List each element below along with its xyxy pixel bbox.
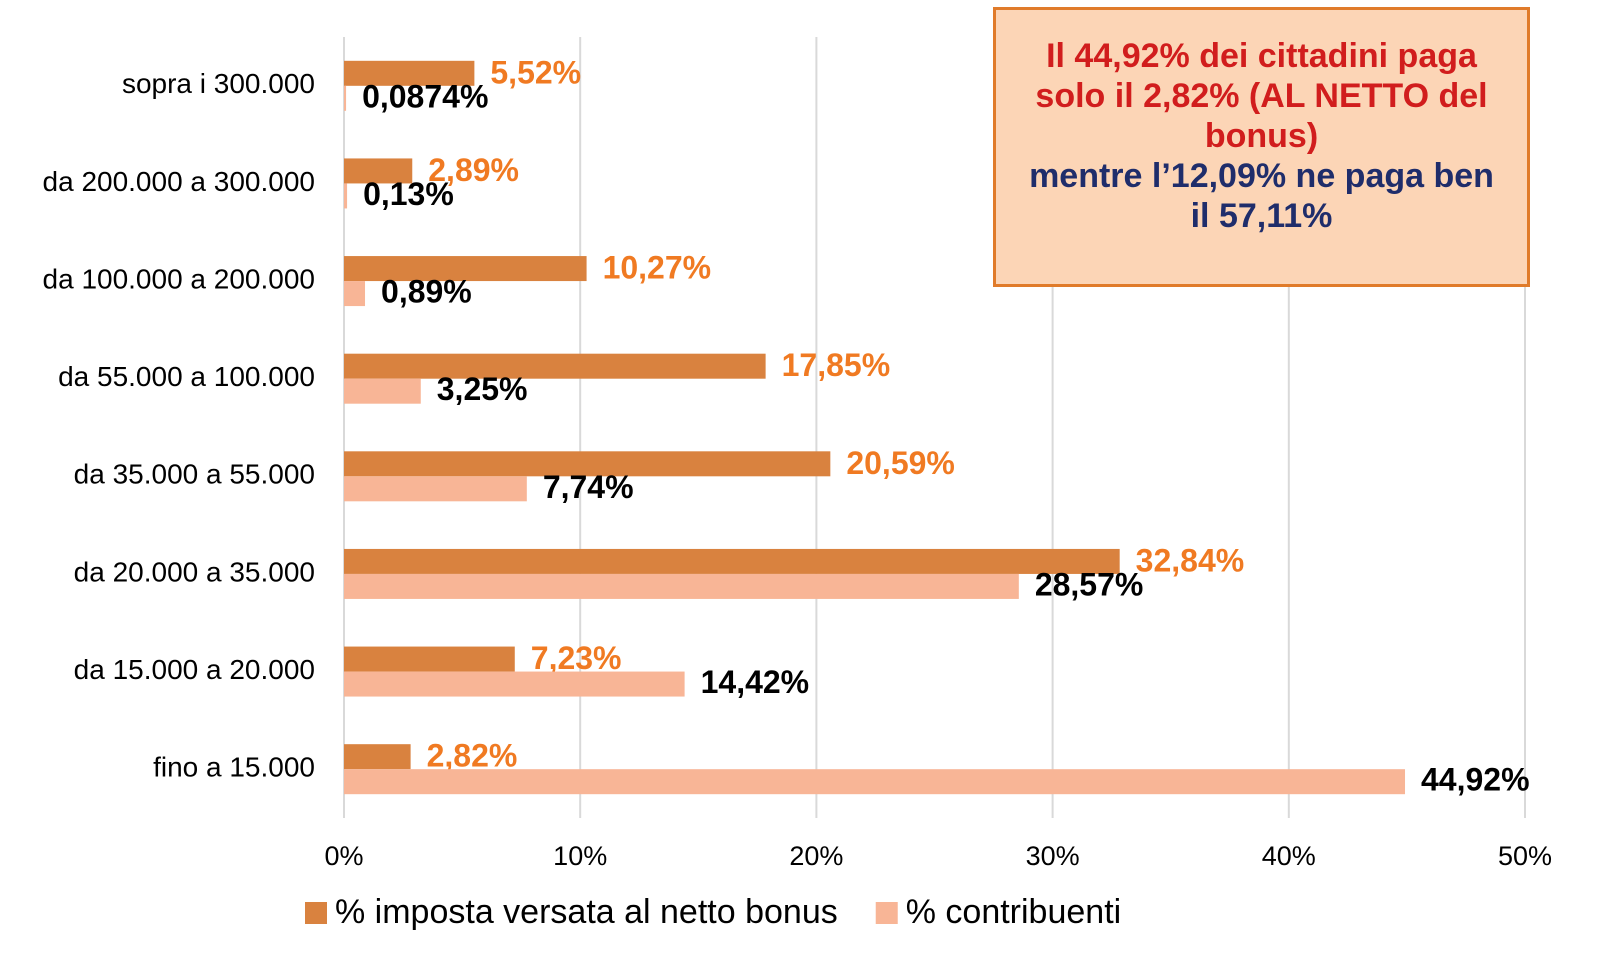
legend-swatch [305,902,327,924]
x-tick-label: 40% [1262,841,1316,871]
y-tick-label: da 35.000 a 55.000 [74,459,315,490]
bar [344,158,413,184]
bar [344,744,411,770]
y-tick-label: da 200.000 a 300.000 [43,166,315,197]
bar [344,85,347,111]
value-label: 14,42% [701,664,810,700]
annotation-blue: mentre l’12,09% ne paga ben il 57,11% [1029,157,1494,235]
bar [344,451,831,477]
bar [344,183,348,209]
value-label: 5,52% [490,54,581,90]
bar [344,573,1019,599]
value-label: 2,82% [427,738,518,774]
bar [344,378,421,404]
bar [344,769,1406,795]
value-label: 17,85% [782,347,891,383]
value-label: 0,0874% [362,78,488,114]
bar [344,548,1120,574]
value-label: 20,59% [846,445,955,481]
y-tick-label: sopra i 300.000 [122,68,315,99]
y-tick-label: da 20.000 a 35.000 [74,556,315,587]
x-tick-label: 50% [1498,841,1552,871]
annotation-box: Il 44,92% dei cittadini paga solo il 2,8… [993,7,1530,287]
bar [344,476,527,502]
annotation-red: Il 44,92% dei cittadini paga solo il 2,8… [1035,37,1488,155]
x-tick-label: 30% [1026,841,1080,871]
x-tick-label: 10% [553,841,607,871]
bar [344,281,366,307]
value-label: 0,89% [381,274,472,310]
legend-label: % contribuenti [906,893,1121,931]
bar [344,60,475,86]
y-tick-label: da 55.000 a 100.000 [58,361,315,392]
y-tick-label: da 15.000 a 20.000 [74,654,315,685]
y-tick-label: fino a 15.000 [153,752,315,783]
x-tick-label: 20% [789,841,843,871]
value-label: 7,23% [531,640,622,676]
bar [344,646,515,672]
value-label: 0,13% [363,176,454,212]
y-tick-label: da 100.000 a 200.000 [43,263,315,294]
bar [344,671,685,697]
value-label: 7,74% [543,469,634,505]
legend-swatch [875,902,898,924]
value-label: 3,25% [437,371,528,407]
bar [344,353,766,379]
value-label: 2,89% [428,152,519,188]
value-label: 10,27% [603,250,712,286]
value-label: 32,84% [1136,542,1245,578]
value-label: 44,92% [1421,762,1530,798]
bar [344,256,587,282]
legend-label: % imposta versata al netto bonus [335,893,838,931]
x-tick-label: 0% [324,841,363,871]
value-label: 28,57% [1035,566,1144,602]
